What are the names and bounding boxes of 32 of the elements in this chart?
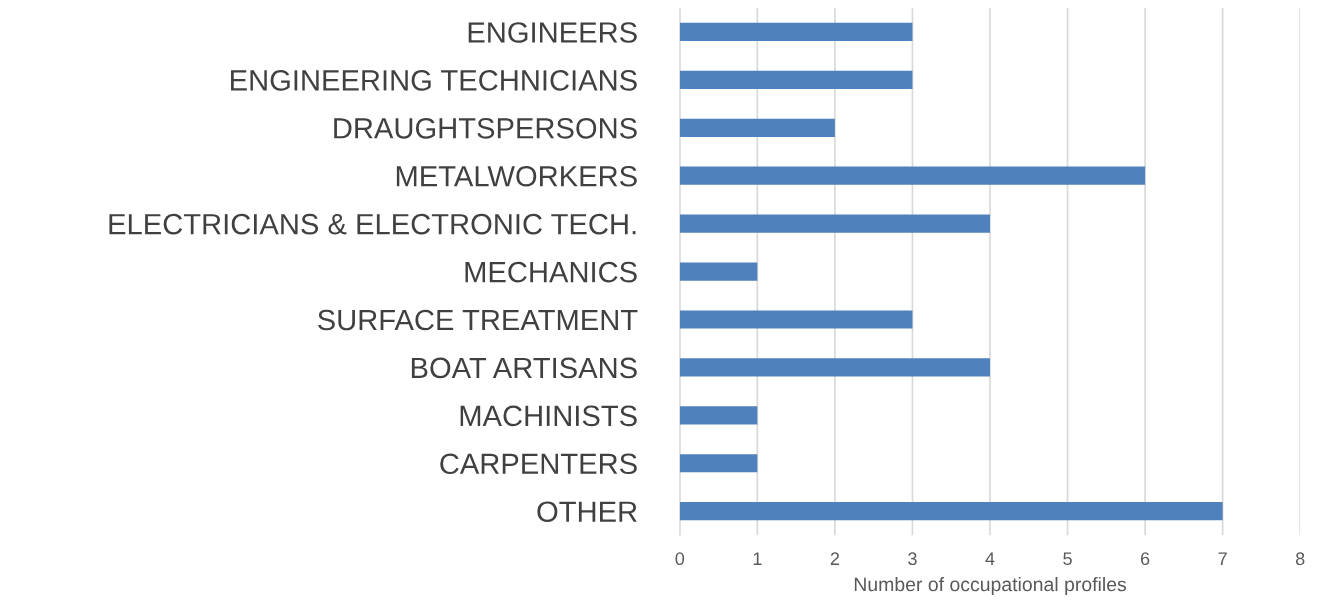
bar [679, 214, 990, 233]
y-tick-label: SURFACE TREATMENT [318, 309, 638, 331]
y-tick-label: ENGINEERS [468, 22, 637, 43]
y-tick-label: MECHANICS [465, 261, 637, 283]
x-tick-label: 3 [908, 552, 917, 566]
y-tick-label: ENGINEERING TECHNICIANS [231, 70, 637, 91]
y-tick-label: BOAT ARTISANS [411, 357, 637, 379]
y-tick-label: METALWORKERS [396, 165, 637, 187]
bar [679, 70, 913, 89]
bar [679, 310, 913, 329]
bar [679, 262, 758, 281]
x-tick-label: 7 [1218, 552, 1227, 565]
bar [679, 454, 758, 473]
y-tick-label: DRAUGHTSPERSONS [334, 117, 637, 139]
x-axis-title: Number of occupational profiles [854, 576, 1127, 596]
x-tick-label: 5 [1063, 552, 1072, 566]
bar [679, 502, 1223, 521]
x-tick-label: 8 [1295, 552, 1305, 566]
x-tick-label: 1 [753, 552, 762, 565]
x-tick-label: 0 [675, 552, 685, 566]
x-tick-label: 4 [985, 552, 995, 565]
y-tick-label: CARPENTERS [440, 453, 637, 475]
bar [679, 406, 758, 425]
bar [679, 358, 990, 377]
y-tick-label: OTHER [537, 501, 637, 523]
bar [679, 166, 1146, 185]
bar [679, 22, 913, 42]
bar [679, 118, 835, 137]
y-tick-label: MACHINISTS [460, 405, 637, 427]
y-tick-label: ELECTRICIANS & ELECTRONIC TECH. [109, 213, 636, 235]
x-tick-label: 6 [1141, 552, 1150, 566]
x-tick-label: 2 [830, 552, 840, 565]
